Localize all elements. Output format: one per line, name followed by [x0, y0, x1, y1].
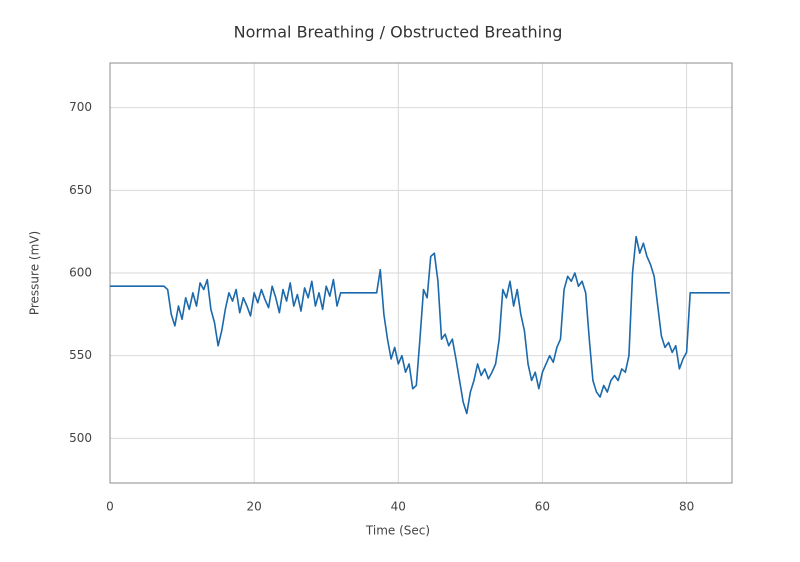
x-tick-label: 0 [106, 500, 114, 514]
y-axis-label: Pressure (mV) [28, 231, 42, 315]
x-tick-label: 40 [391, 500, 406, 514]
x-tick-label: 20 [247, 500, 262, 514]
x-tick-label: 80 [679, 500, 694, 514]
chart-title: Normal Breathing / Obstructed Breathing [234, 23, 563, 42]
plot-frame [109, 62, 733, 484]
y-tick-label: 700 [69, 100, 92, 114]
y-tick-label: 500 [69, 431, 92, 445]
x-axis-label: Time (Sec) [365, 524, 430, 538]
y-tick-label: 600 [69, 266, 92, 280]
y-tick-label: 550 [69, 348, 92, 362]
y-tick-label: 650 [69, 183, 92, 197]
x-tick-label: 60 [535, 500, 550, 514]
data-line [110, 235, 730, 415]
